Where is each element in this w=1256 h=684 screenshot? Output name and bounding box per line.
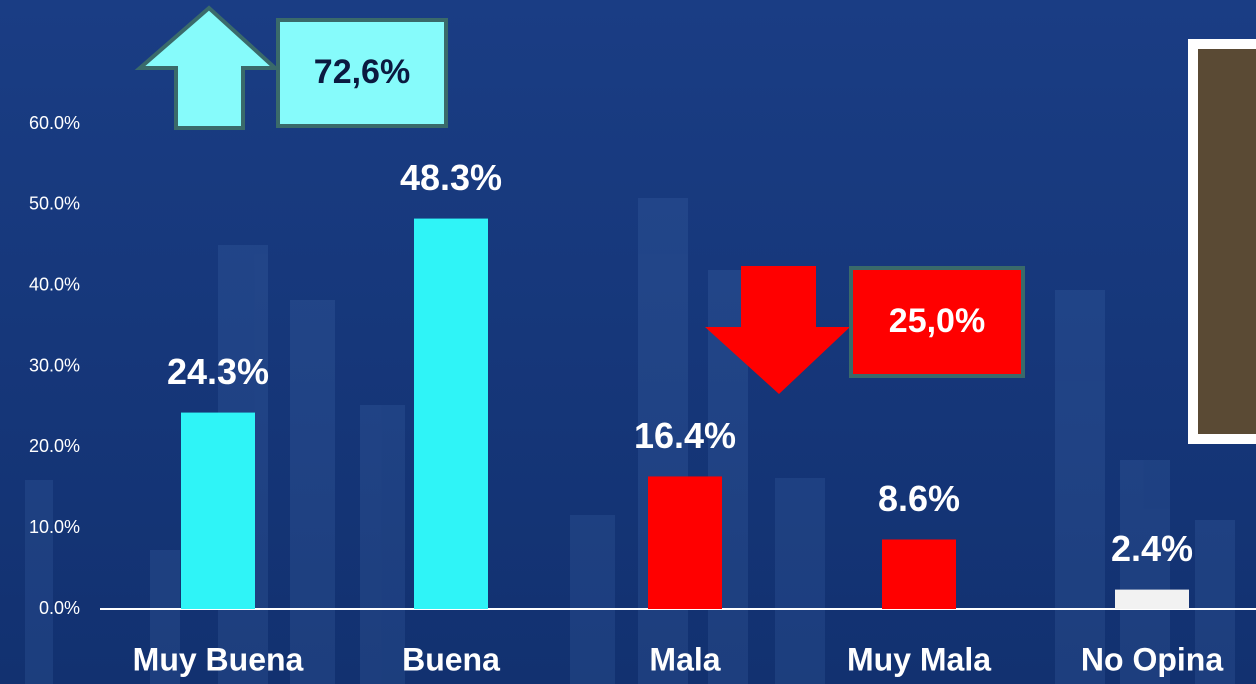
x-tick-label: Buena <box>402 641 500 677</box>
bar <box>648 476 722 609</box>
x-tick-label: Mala <box>649 641 720 677</box>
annotation: 25,0% <box>889 302 985 340</box>
chart: 72,6% 25,0% 0.0% 10.0% 20.0% 30.0% 40.0% 50.0… <box>0 0 1256 684</box>
x-tick-label: Muy Mala <box>847 641 991 677</box>
value-label: 8.6% <box>878 478 960 519</box>
annotation: 72,6% <box>314 53 410 91</box>
bar <box>1115 590 1189 609</box>
y-tick-label: 40.0% <box>29 274 80 294</box>
y-tick-label: 20.0% <box>29 436 80 456</box>
y-tick-label: 0.0% <box>39 598 80 618</box>
value-label: 16.4% <box>634 415 736 456</box>
x-tick-label: Muy Buena <box>133 641 304 677</box>
y-tick-label: 10.0% <box>29 517 80 537</box>
y-tick-label: 50.0% <box>29 194 80 214</box>
y-tick-label: 60.0% <box>29 113 80 133</box>
value-label: 2.4% <box>1111 528 1193 569</box>
photo <box>1198 49 1256 434</box>
bar <box>882 539 956 609</box>
bar <box>181 413 255 609</box>
value-label: 48.3% <box>400 157 502 198</box>
x-tick-label: No Opina <box>1081 641 1223 677</box>
page: 72,6% 25,0% 0.0% 10.0% 20.0% 30.0% 40.0% 50.0… <box>0 0 1256 684</box>
value-label: 24.3% <box>167 351 269 392</box>
y-tick-label: 30.0% <box>29 355 80 375</box>
bar <box>414 219 488 609</box>
